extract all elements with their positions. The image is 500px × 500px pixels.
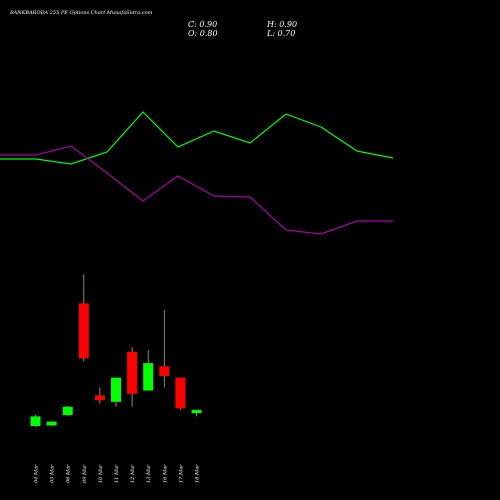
candle-body [143,363,154,391]
date-label: 06 Mar [66,464,72,483]
candle-body [175,377,186,409]
indicator-lines [0,111,394,235]
candle-body [111,377,121,402]
magenta-indicator-line [0,145,393,235]
date-labels: 04 Mar 05 Mar 06 Mar 09 Mar 10 Mar 11 Mar 12 M… [34,464,201,483]
date-label: 10 Mar [98,464,104,483]
date-label: 17 Mar [178,464,184,483]
ohlc-high: H: 0.90 [267,20,298,29]
candle-body [46,421,57,426]
date-label: 05 Mar [50,464,56,483]
candles [30,274,202,427]
ohlc-open: O: 0.80 [188,29,218,38]
ohlc-close: C: 0.90 [188,20,218,29]
ohlc-low: L: 0.70 [267,29,296,38]
candle-body [94,395,105,401]
date-label: 09 Mar [82,464,88,483]
date-label: 16 Mar [162,464,168,483]
date-label: 13 Mar [146,464,152,483]
candle-body [30,416,41,427]
candle-body [78,303,89,359]
date-label: 11 Mar [114,464,120,483]
candle-body [159,366,170,377]
candle-body [62,406,73,416]
candle-body [127,351,138,394]
green-indicator-line [0,111,394,165]
chart-title: BANKBARODA 255 PE Options Chart MunafaSu… [10,10,153,16]
candle-body [191,409,202,414]
date-label: 12 Mar [130,464,136,483]
date-label: 18 Mar [195,464,201,483]
date-label: 04 Mar [34,464,40,483]
